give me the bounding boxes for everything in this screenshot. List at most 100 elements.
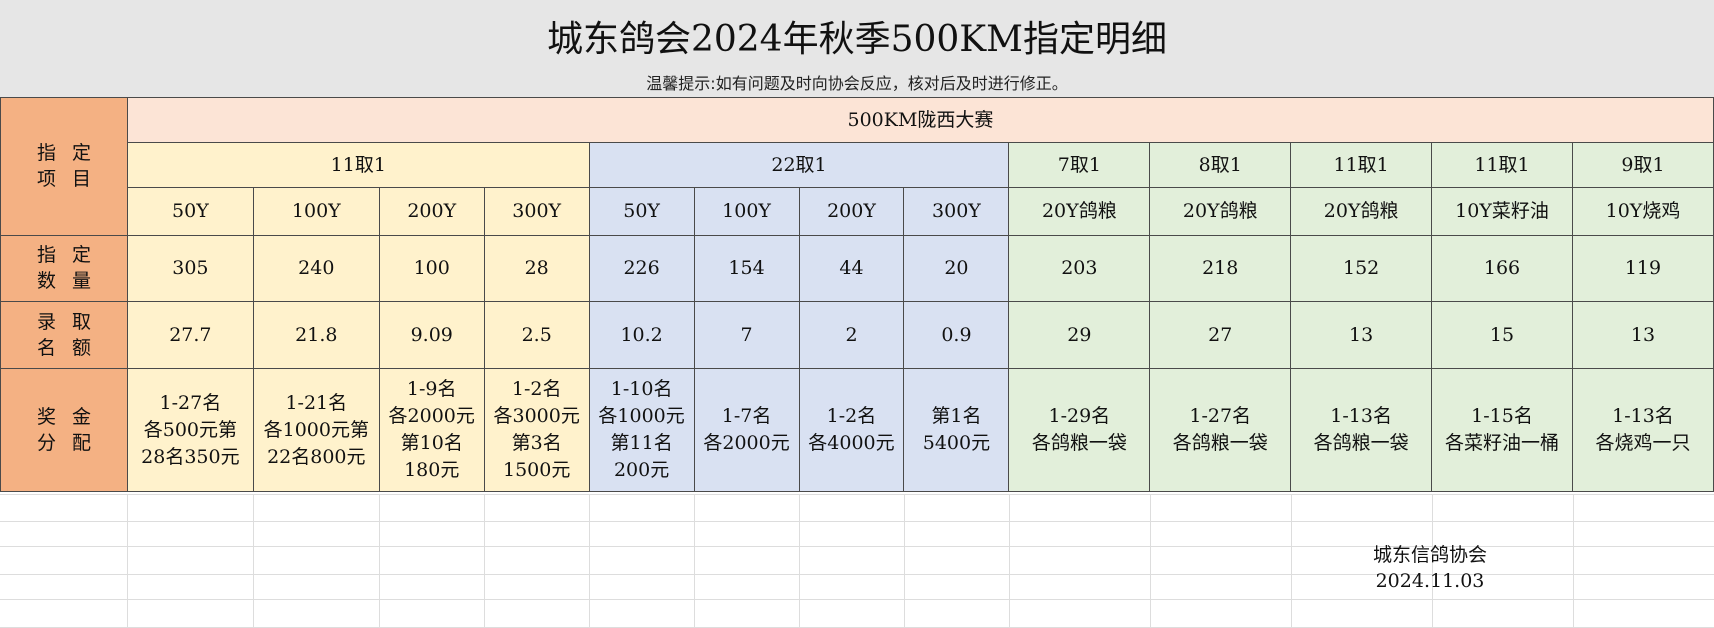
prize-line: 1-2名 — [826, 405, 877, 427]
prize-line: 1500元 — [502, 459, 571, 481]
prize-cell: 1-13名各烧鸡一只 — [1571, 368, 1714, 492]
prize-line: 1-2名 — [511, 378, 562, 400]
prize-line: 第11名 — [610, 432, 673, 454]
prize-line: 各2000元 — [388, 405, 475, 427]
prize-cell: 第1名 5400元 — [903, 368, 1010, 492]
count-cell: 154 — [693, 235, 800, 302]
prize-line: 200元 — [613, 459, 670, 481]
label-quota: 录 取名 额 — [0, 301, 128, 369]
item-cell: 200Y — [798, 187, 905, 236]
item-cell: 50Y — [588, 187, 695, 236]
group-header: 8取1 — [1149, 142, 1292, 188]
count-cell: 166 — [1431, 235, 1573, 302]
group-header: 11取1 — [1290, 142, 1433, 188]
count-cell: 240 — [252, 235, 380, 302]
prize-cell: 1-27名 各鸽粮一袋 — [1149, 368, 1292, 492]
prize-line: 1-27名 — [1189, 405, 1252, 427]
prize-line: 第1名 — [931, 405, 982, 427]
grid-line — [1009, 494, 1010, 628]
count-cell: 305 — [126, 235, 254, 302]
grid-line — [379, 494, 380, 628]
quota-cell: 27 — [1149, 301, 1292, 369]
quota-cell: 0.9 — [903, 301, 1010, 369]
item-cell: 100Y — [693, 187, 800, 236]
prize-line: 1-10名 — [610, 378, 673, 400]
grid-line — [0, 494, 1714, 495]
grid-line — [1291, 494, 1292, 628]
footer-org: 城东信鸽协会 — [1372, 544, 1487, 566]
prize-line: 各1000元 — [598, 405, 685, 427]
prize-cell: 1-21名各1000元第 22名800元 — [252, 368, 380, 492]
item-cell: 200Y — [378, 187, 485, 236]
item-cell: 20Y鸽粮 — [1149, 187, 1292, 236]
grid-line — [0, 599, 1714, 600]
prize-cell: 1-10名各1000元 第11名 200元 — [588, 368, 695, 492]
grid-line — [904, 494, 905, 628]
prize-cell: 1-13名 各鸽粮一袋 — [1290, 368, 1433, 492]
grid-line — [1573, 494, 1574, 628]
race-title: 500KM陇西大赛 — [126, 97, 1714, 143]
count-cell: 119 — [1571, 235, 1714, 302]
label-item: 指 定项 目 — [0, 97, 128, 236]
label-prize: 奖 金分 配 — [0, 368, 128, 492]
prize-line: 各鸽粮一袋 — [1313, 432, 1409, 454]
quota-cell: 9.09 — [378, 301, 485, 369]
count-cell: 100 — [378, 235, 485, 302]
quota-cell: 13 — [1571, 301, 1714, 369]
prize-cell: 1-15名 各菜籽油一桶 — [1431, 368, 1573, 492]
grid-line — [253, 494, 254, 628]
item-cell: 10Y烧鸡 — [1571, 187, 1714, 236]
prize-line: 第3名 — [511, 432, 562, 454]
item-cell: 10Y菜籽油 — [1431, 187, 1573, 236]
item-cell: 20Y鸽粮 — [1290, 187, 1433, 236]
prize-line: 180元 — [404, 459, 460, 481]
quota-cell: 27.7 — [126, 301, 254, 369]
prize-line: 各烧鸡一只 — [1595, 432, 1691, 454]
prize-line: 28名350元 — [141, 445, 240, 468]
quota-cell: 21.8 — [252, 301, 380, 369]
prize-cell: 1-2名各4000元 — [798, 368, 905, 492]
label-count: 指 定数 量 — [0, 235, 128, 302]
group-header: 22取1 — [588, 142, 1010, 188]
prize-line: 各菜籽油一桶 — [1445, 432, 1560, 454]
count-cell: 28 — [483, 235, 590, 302]
quota-cell: 10.2 — [588, 301, 695, 369]
count-cell: 44 — [798, 235, 905, 302]
designation-table: 指 定项 目 500KM陇西大赛 11取1 22取1 7取1 8取1 11取1 … — [0, 97, 1714, 492]
group-header: 7取1 — [1008, 142, 1151, 188]
item-cell: 300Y — [483, 187, 590, 236]
prize-line: 各鸽粮一袋 — [1031, 432, 1127, 454]
count-cell: 203 — [1008, 235, 1151, 302]
grid-line — [694, 494, 695, 628]
prize-line: 各1000元第 — [263, 418, 369, 441]
grid-line — [589, 494, 590, 628]
item-cell: 300Y — [903, 187, 1010, 236]
prize-line: 各4000元 — [808, 432, 895, 454]
grid-line — [0, 521, 1714, 522]
group-header: 11取1 — [126, 142, 590, 188]
prize-cell: 1-2名 各3000元 第3名 1500元 — [483, 368, 590, 492]
item-cell: 20Y鸽粮 — [1008, 187, 1151, 236]
page-title: 城东鸽会2024年秋季500KM指定明细 — [546, 19, 1168, 60]
count-cell: 152 — [1290, 235, 1433, 302]
count-cell: 218 — [1149, 235, 1292, 302]
prize-cell: 1-7名 各2000元 — [693, 368, 800, 492]
prize-line: 各2000元 — [703, 432, 790, 454]
grid-line — [0, 574, 1714, 575]
prize-line: 1-9名 — [406, 378, 457, 400]
quota-cell: 7 — [693, 301, 800, 369]
grid-line — [127, 494, 128, 628]
count-cell: 20 — [903, 235, 1010, 302]
prize-line: 第10名 — [400, 432, 463, 454]
title-bar: 城东鸽会2024年秋季500KM指定明细 温馨提示:如有问题及时向协会反应，核对… — [0, 0, 1714, 97]
quota-cell: 13 — [1290, 301, 1433, 369]
quota-cell: 29 — [1008, 301, 1151, 369]
prize-line: 1-13名 — [1612, 405, 1674, 427]
prize-line: 1-27名 — [159, 391, 222, 414]
prize-cell: 1-29名 各鸽粮一袋 — [1008, 368, 1151, 492]
prize-line: 22名800元 — [267, 445, 366, 468]
quota-cell: 2 — [798, 301, 905, 369]
grid-line — [0, 546, 1714, 547]
prize-cell: 1-9名各2000元 第10名 180元 — [378, 368, 485, 492]
prize-line: 1-21名 — [285, 391, 348, 414]
